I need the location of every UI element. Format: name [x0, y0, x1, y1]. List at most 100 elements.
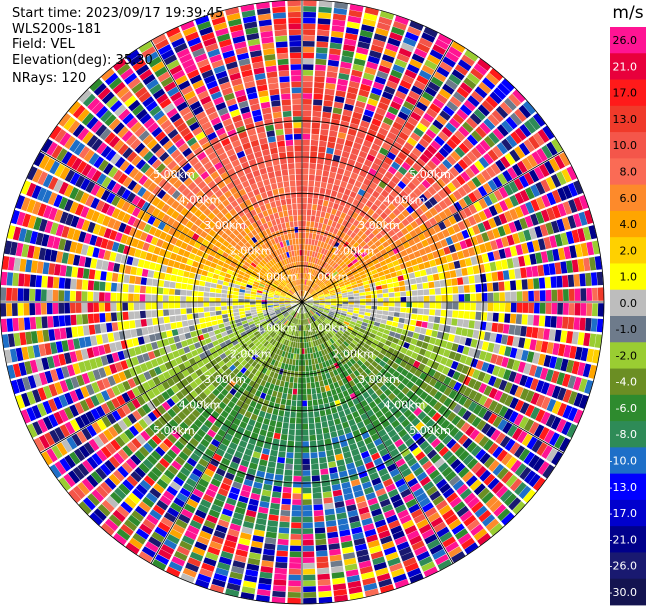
range-gate-cell: [340, 61, 352, 69]
range-gate-cell: [532, 457, 545, 472]
range-gate-cell: [352, 397, 360, 405]
range-gate-cell: [434, 316, 441, 324]
range-gate-cell: [262, 554, 275, 562]
range-gate-cell: [232, 305, 239, 309]
range-gate-cell: [459, 354, 468, 364]
range-gate-cell: [313, 303, 319, 305]
range-gate-cell: [534, 302, 540, 314]
range-gate-cell: [328, 461, 337, 468]
range-gate-cell: [394, 332, 401, 339]
range-gate-cell: [421, 528, 435, 540]
range-gate-cell: [503, 183, 514, 196]
range-gate-cell: [139, 294, 146, 302]
range-gate-cell: [542, 125, 555, 140]
range-gate-cell: [323, 242, 328, 249]
range-gate-cell: [337, 167, 345, 175]
range-gate-cell: [427, 322, 434, 330]
range-gate-cell: [551, 289, 558, 301]
range-gate-cell: [371, 212, 380, 220]
range-gate-cell: [310, 275, 314, 281]
range-gate-cell: [580, 303, 587, 316]
range-gate-cell: [566, 331, 574, 344]
range-gate-cell: [383, 363, 391, 371]
range-gate-cell: [348, 515, 360, 524]
range-gate-cell: [302, 64, 314, 70]
range-gate-cell: [354, 296, 360, 300]
range-gate-cell: [352, 355, 360, 362]
range-gate-cell: [317, 357, 322, 364]
range-gate-cell: [306, 342, 309, 348]
range-gate-cell: [302, 476, 311, 482]
range-gate-cell: [429, 423, 440, 433]
range-gate-cell: [447, 302, 453, 310]
range-gate-cell: [307, 299, 314, 301]
range-gate-cell: [128, 311, 135, 320]
range-gate-cell: [403, 141, 414, 152]
range-gate-cell: [426, 160, 437, 171]
range-gate-cell: [481, 253, 489, 263]
range-gate-cell: [383, 302, 389, 307]
range-gate-cell: [163, 309, 170, 316]
range-gate-cell: [571, 361, 580, 375]
range-gate-cell: [59, 264, 67, 277]
range-gate-cell: [404, 472, 415, 483]
range-gate-cell: [318, 362, 324, 369]
range-gate-cell: [292, 394, 297, 401]
range-gate-cell: [434, 241, 443, 250]
range-gate-cell: [319, 410, 326, 417]
range-gate-cell: [376, 524, 389, 534]
range-gate-cell: [431, 266, 438, 274]
range-gate-cell: [181, 277, 189, 284]
range-gate-cell: [353, 58, 366, 67]
range-gate-cell: [434, 151, 445, 162]
range-gate-cell: [458, 285, 465, 294]
range-gate-cell: [350, 117, 361, 125]
range-gate-cell: [315, 271, 320, 277]
range-gate-cell: [528, 302, 534, 314]
range-gate-cell: [389, 448, 400, 458]
range-gate-cell: [406, 296, 412, 302]
range-gate-cell: [304, 244, 308, 250]
range-gate-cell: [183, 326, 190, 333]
range-gate-cell: [360, 196, 368, 205]
range-gate-cell: [352, 313, 359, 317]
range-gate-cell: [446, 310, 453, 318]
range-gate-cell: [454, 64, 469, 76]
range-gate-cell: [458, 209, 467, 220]
range-gate-cell: [313, 352, 317, 359]
range-gate-cell: [543, 354, 552, 368]
range-gate-cell: [360, 363, 368, 371]
range-gate-cell: [533, 315, 540, 326]
range-gate-cell: [306, 305, 312, 310]
range-gate-cell: [486, 363, 495, 374]
range-gate-cell: [367, 539, 380, 549]
range-gate-cell: [392, 225, 401, 234]
range-gate-cell: [436, 178, 446, 189]
range-gate-cell: [573, 197, 583, 212]
range-gate-cell: [464, 302, 471, 311]
range-gate-cell: [347, 336, 354, 342]
range-gate-cell: [81, 302, 88, 313]
range-gate-cell: [405, 349, 413, 357]
range-gate-cell: [305, 306, 310, 311]
range-gate-cell: [333, 101, 344, 109]
range-gate-cell: [546, 398, 557, 412]
range-gate-cell: [321, 373, 327, 381]
range-gate-cell: [499, 489, 513, 503]
range-gate-cell: [567, 215, 577, 229]
range-gate-cell: [168, 295, 175, 302]
range-gate-cell: [376, 289, 383, 294]
range-gate-cell: [405, 336, 412, 344]
range-gate-cell: [308, 256, 312, 263]
range-gate-cell: [334, 179, 341, 186]
range-gate-cell: [377, 244, 385, 252]
range-gate-cell: [347, 307, 354, 310]
range-gate-cell: [303, 11, 316, 18]
range-gate-cell: [418, 456, 430, 466]
range-gate-cell: [314, 278, 319, 284]
range-gate-cell: [71, 266, 79, 278]
range-gate-cell: [332, 154, 341, 162]
range-gate-cell: [518, 448, 531, 462]
range-gate-cell: [255, 302, 262, 305]
